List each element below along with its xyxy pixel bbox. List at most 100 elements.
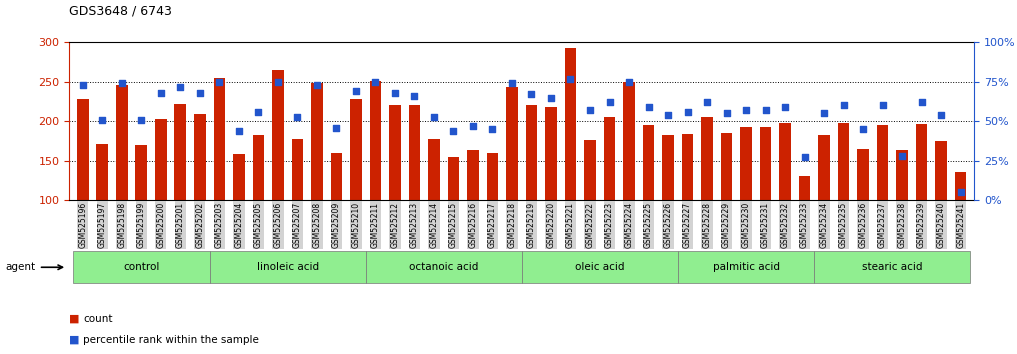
Text: GSM525202: GSM525202 bbox=[195, 202, 204, 248]
Text: GDS3648 / 6743: GDS3648 / 6743 bbox=[69, 5, 172, 18]
Bar bbox=[311, 84, 322, 279]
Text: GSM525239: GSM525239 bbox=[917, 202, 926, 248]
Bar bbox=[155, 119, 167, 279]
Text: GSM525218: GSM525218 bbox=[507, 202, 517, 248]
Point bbox=[894, 153, 910, 159]
Text: control: control bbox=[123, 262, 160, 272]
Bar bbox=[545, 107, 557, 279]
Text: GSM525230: GSM525230 bbox=[741, 202, 751, 248]
Text: GSM525235: GSM525235 bbox=[839, 202, 848, 248]
Text: GSM525224: GSM525224 bbox=[624, 202, 634, 248]
FancyBboxPatch shape bbox=[73, 251, 210, 283]
Bar bbox=[623, 82, 635, 279]
FancyBboxPatch shape bbox=[677, 251, 815, 283]
Bar bbox=[701, 117, 713, 279]
Bar bbox=[135, 145, 147, 279]
Text: GSM525237: GSM525237 bbox=[878, 202, 887, 248]
Point bbox=[933, 112, 949, 118]
Bar bbox=[584, 140, 596, 279]
Point bbox=[289, 114, 305, 119]
Bar bbox=[116, 85, 128, 279]
Point bbox=[718, 110, 734, 116]
Point bbox=[426, 114, 442, 119]
Text: GSM525210: GSM525210 bbox=[352, 202, 360, 248]
Point bbox=[367, 79, 383, 85]
Point bbox=[172, 84, 188, 90]
Bar bbox=[760, 127, 772, 279]
Bar bbox=[955, 172, 966, 279]
Bar bbox=[214, 78, 225, 279]
Point bbox=[328, 125, 345, 130]
Text: palmitic acid: palmitic acid bbox=[713, 262, 780, 272]
Point bbox=[231, 128, 247, 133]
Bar bbox=[604, 117, 615, 279]
Bar bbox=[877, 125, 889, 279]
Bar bbox=[857, 149, 869, 279]
Text: GSM525231: GSM525231 bbox=[761, 202, 770, 248]
Point bbox=[601, 99, 617, 105]
Bar bbox=[428, 139, 439, 279]
Point bbox=[445, 128, 462, 133]
Text: GSM525204: GSM525204 bbox=[234, 202, 243, 248]
FancyBboxPatch shape bbox=[366, 251, 522, 283]
Point bbox=[875, 103, 891, 108]
Point bbox=[816, 110, 832, 116]
Text: GSM525220: GSM525220 bbox=[546, 202, 555, 248]
Text: GSM525196: GSM525196 bbox=[78, 202, 87, 248]
Text: ■: ■ bbox=[69, 314, 79, 324]
FancyBboxPatch shape bbox=[815, 251, 970, 283]
Point bbox=[484, 126, 500, 132]
Text: GSM525222: GSM525222 bbox=[586, 202, 595, 248]
Point bbox=[582, 107, 598, 113]
Point bbox=[192, 90, 208, 96]
Bar bbox=[447, 158, 460, 279]
Bar bbox=[97, 144, 108, 279]
FancyBboxPatch shape bbox=[210, 251, 366, 283]
Bar bbox=[175, 104, 186, 279]
Bar bbox=[331, 153, 343, 279]
Text: GSM525197: GSM525197 bbox=[98, 202, 107, 248]
Point bbox=[679, 109, 696, 115]
Bar bbox=[681, 134, 694, 279]
Text: linoleic acid: linoleic acid bbox=[256, 262, 318, 272]
Text: GSM525238: GSM525238 bbox=[898, 202, 906, 248]
Text: GSM525215: GSM525215 bbox=[448, 202, 458, 248]
Text: GSM525208: GSM525208 bbox=[312, 202, 321, 248]
Bar bbox=[819, 135, 830, 279]
Bar bbox=[643, 125, 654, 279]
Point bbox=[835, 103, 851, 108]
Text: GSM525226: GSM525226 bbox=[663, 202, 672, 248]
Point bbox=[699, 99, 715, 105]
Text: GSM525241: GSM525241 bbox=[956, 202, 965, 248]
Bar bbox=[292, 139, 303, 279]
Point bbox=[133, 117, 149, 122]
Bar bbox=[350, 99, 362, 279]
Point bbox=[641, 104, 657, 110]
Text: GSM525216: GSM525216 bbox=[469, 202, 477, 248]
Bar bbox=[779, 123, 791, 279]
Text: GSM525240: GSM525240 bbox=[937, 202, 946, 248]
Point bbox=[465, 123, 481, 129]
Point bbox=[738, 107, 755, 113]
Text: GSM525236: GSM525236 bbox=[858, 202, 868, 248]
Bar bbox=[915, 124, 928, 279]
Text: GSM525219: GSM525219 bbox=[527, 202, 536, 248]
Text: GSM525232: GSM525232 bbox=[781, 202, 789, 248]
Point bbox=[758, 107, 774, 113]
Point bbox=[562, 76, 579, 81]
Point bbox=[503, 81, 520, 86]
Point bbox=[386, 90, 403, 96]
Bar bbox=[838, 123, 849, 279]
Point bbox=[796, 155, 813, 160]
Bar bbox=[896, 150, 908, 279]
Text: GSM525207: GSM525207 bbox=[293, 202, 302, 248]
Point bbox=[407, 93, 423, 99]
Bar bbox=[369, 81, 381, 279]
Bar bbox=[798, 176, 811, 279]
Text: GSM525206: GSM525206 bbox=[274, 202, 283, 248]
Point bbox=[153, 90, 169, 96]
Text: GSM525203: GSM525203 bbox=[215, 202, 224, 248]
Bar bbox=[740, 127, 752, 279]
Text: agent: agent bbox=[5, 262, 36, 272]
Text: GSM525211: GSM525211 bbox=[371, 202, 380, 248]
